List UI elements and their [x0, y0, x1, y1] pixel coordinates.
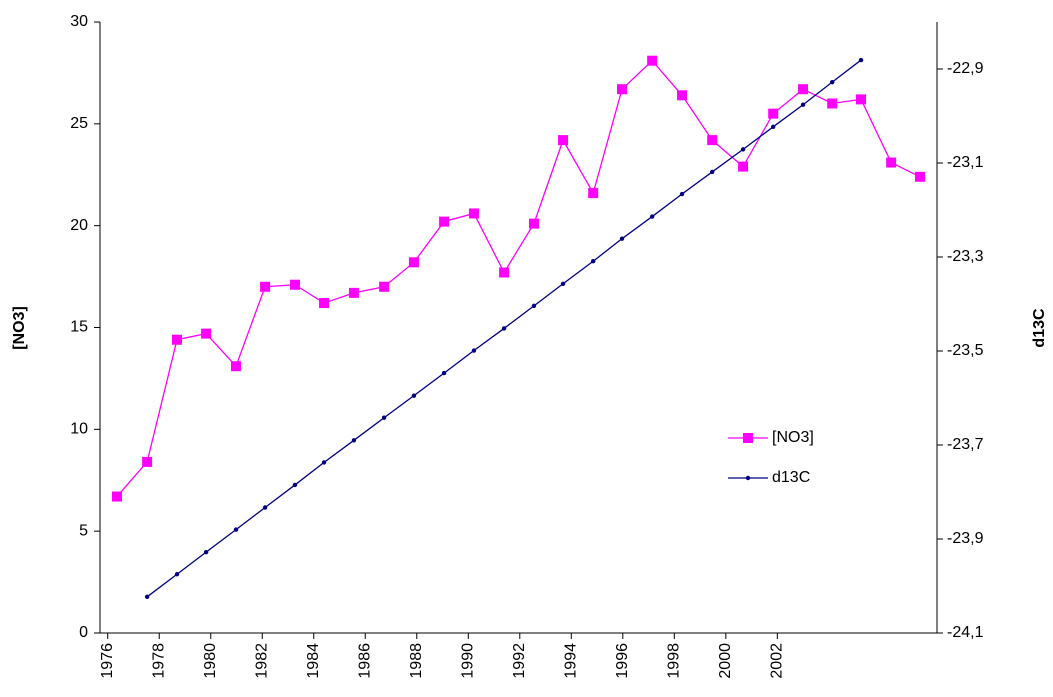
x-tick-label: 1988: [408, 643, 425, 679]
marker: [558, 135, 569, 146]
y2-tick-label: -22,9: [947, 60, 984, 77]
x-tick-label: 1994: [563, 643, 580, 679]
marker: [379, 281, 390, 292]
marker: [858, 57, 864, 63]
marker: [588, 188, 599, 199]
marker: [321, 460, 327, 465]
marker: [768, 108, 779, 119]
marker: [560, 281, 566, 286]
x-tick-label: 1992: [511, 643, 528, 679]
marker: [468, 208, 479, 219]
marker: [528, 218, 539, 229]
marker: [771, 124, 776, 130]
marker: [499, 267, 510, 278]
marker: [707, 135, 718, 146]
marker: [886, 157, 897, 168]
marker: [411, 393, 417, 398]
y-axis-title: [NO3]: [11, 306, 28, 350]
x-tick-label: 1984: [305, 643, 322, 679]
y-tick-label: 5: [79, 522, 88, 539]
marker: [800, 102, 806, 107]
y-tick-label: 25: [70, 115, 88, 132]
marker: [740, 147, 746, 152]
marker: [471, 348, 477, 353]
marker: [111, 491, 122, 502]
marker: [590, 259, 596, 264]
y-tick-label: 30: [70, 13, 88, 30]
marker: [174, 572, 180, 577]
marker: [798, 84, 809, 95]
y2-tick-label: -23,1: [947, 154, 984, 171]
marker: [408, 257, 419, 268]
marker: [531, 303, 537, 309]
marker: [203, 549, 209, 555]
marker: [351, 438, 357, 443]
marker: [230, 361, 241, 372]
legend-label: [NO3]: [772, 429, 814, 446]
y-tick-label: 15: [70, 319, 88, 336]
marker: [319, 298, 330, 309]
marker: [679, 191, 685, 197]
marker: [738, 161, 749, 172]
marker: [142, 456, 153, 467]
marker: [501, 326, 507, 331]
y2-tick-label: -23,3: [947, 248, 984, 265]
marker: [441, 370, 447, 376]
marker: [233, 527, 239, 532]
x-tick-label: 2000: [717, 643, 734, 679]
marker: [381, 415, 387, 420]
x-tick-label: 1980: [202, 643, 219, 679]
y-tick-label: 20: [70, 217, 88, 234]
marker: [617, 84, 628, 95]
y2-tick-label: -23,9: [947, 530, 984, 547]
y2-tick-label: -24,1: [947, 624, 984, 641]
series-line: [116, 59, 921, 497]
marker: [677, 90, 688, 101]
x-tick-label: 1996: [614, 643, 631, 679]
x-tick-label: 1990: [459, 643, 476, 679]
marker: [829, 79, 835, 85]
x-tick-label: 1976: [99, 643, 116, 679]
marker: [262, 505, 268, 510]
y2-axis-title: d13C: [1031, 308, 1048, 348]
marker: [348, 287, 359, 298]
marker: [292, 482, 298, 488]
marker: [289, 279, 300, 290]
x-tick-label: 1982: [253, 643, 270, 679]
marker: [647, 55, 658, 66]
legend-marker: [743, 433, 753, 443]
x-tick-label: 1998: [666, 643, 683, 679]
marker: [709, 169, 715, 175]
marker: [915, 171, 926, 182]
legend-label: d13C: [772, 469, 810, 486]
y2-tick-label: -23,7: [947, 436, 984, 453]
marker: [439, 216, 450, 227]
x-tick-label: 2002: [769, 643, 786, 679]
y-tick-label: 0: [79, 624, 88, 641]
marker: [649, 214, 655, 219]
marker: [827, 98, 838, 109]
marker: [619, 236, 625, 241]
marker: [144, 594, 150, 600]
marker: [172, 334, 183, 345]
legend-marker: [745, 475, 751, 481]
y-tick-label: 10: [70, 421, 88, 438]
marker: [201, 328, 212, 339]
x-tick-label: 1986: [356, 643, 373, 679]
marker: [856, 94, 867, 105]
y2-tick-label: -23,5: [947, 342, 984, 359]
marker: [260, 281, 271, 292]
x-tick-label: 1978: [150, 643, 167, 679]
